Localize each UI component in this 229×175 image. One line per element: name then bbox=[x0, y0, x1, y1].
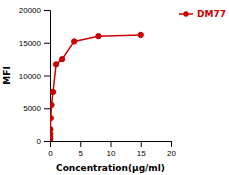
tick-label: 0 bbox=[37, 137, 42, 146]
tick-label: 15 bbox=[137, 149, 146, 158]
marker bbox=[50, 102, 54, 107]
tick: 20 bbox=[167, 141, 176, 158]
legend: DM77 bbox=[179, 9, 226, 19]
line bbox=[50, 35, 141, 140]
tick-mark bbox=[44, 43, 50, 44]
tick-mark bbox=[111, 141, 112, 147]
tick-mark bbox=[44, 76, 50, 77]
marker bbox=[138, 32, 143, 37]
tick: 15000 bbox=[19, 39, 50, 48]
y-axis-title: MFI bbox=[2, 66, 12, 84]
tick-label: 5000 bbox=[23, 104, 41, 113]
marker bbox=[50, 89, 55, 94]
marker bbox=[53, 62, 58, 67]
tick-label: 15000 bbox=[19, 39, 42, 48]
tick-mark bbox=[80, 141, 81, 147]
tick: 5000 bbox=[23, 104, 50, 113]
tick: 10000 bbox=[19, 72, 50, 81]
tick-label: 20000 bbox=[19, 6, 42, 15]
y-axis: 0 5000 10000 15000 20000 bbox=[19, 6, 51, 146]
tick: 10 bbox=[107, 141, 116, 158]
legend-label: DM77 bbox=[197, 9, 226, 19]
marker bbox=[50, 115, 53, 120]
legend-marker bbox=[183, 11, 188, 16]
marker bbox=[59, 56, 64, 61]
tick-label: 5 bbox=[79, 149, 84, 158]
axis-line bbox=[44, 11, 51, 142]
x-axis: 0 5 10 15 20 bbox=[48, 141, 176, 158]
tick: 20000 bbox=[19, 6, 50, 15]
tick-mark bbox=[44, 141, 50, 142]
chart: 0 5 10 15 20 0 5000 10000 15000 20000 Concentratio… bbox=[0, 0, 229, 175]
tick: 5 bbox=[79, 141, 84, 158]
data-area bbox=[50, 32, 143, 141]
x-axis-title: Concentration(μg/ml) bbox=[56, 163, 165, 173]
tick: 0 bbox=[48, 141, 53, 158]
tick-mark bbox=[44, 10, 50, 11]
legend-item: DM77 bbox=[179, 9, 226, 19]
marker bbox=[50, 127, 53, 132]
plot: 0 5 10 15 20 0 5000 10000 15000 20000 bbox=[19, 6, 177, 158]
tick: 0 bbox=[37, 137, 50, 146]
tick-mark bbox=[141, 141, 142, 147]
tick-mark bbox=[171, 141, 172, 147]
marker bbox=[96, 34, 101, 39]
axis-line bbox=[51, 142, 172, 148]
tick-label: 10 bbox=[107, 149, 116, 158]
tick-label: 20 bbox=[167, 149, 176, 158]
tick-label: 10000 bbox=[19, 72, 42, 81]
tick: 15 bbox=[137, 141, 146, 158]
marker bbox=[72, 39, 77, 44]
tick-label: 0 bbox=[48, 149, 53, 158]
tick-mark bbox=[44, 108, 50, 109]
